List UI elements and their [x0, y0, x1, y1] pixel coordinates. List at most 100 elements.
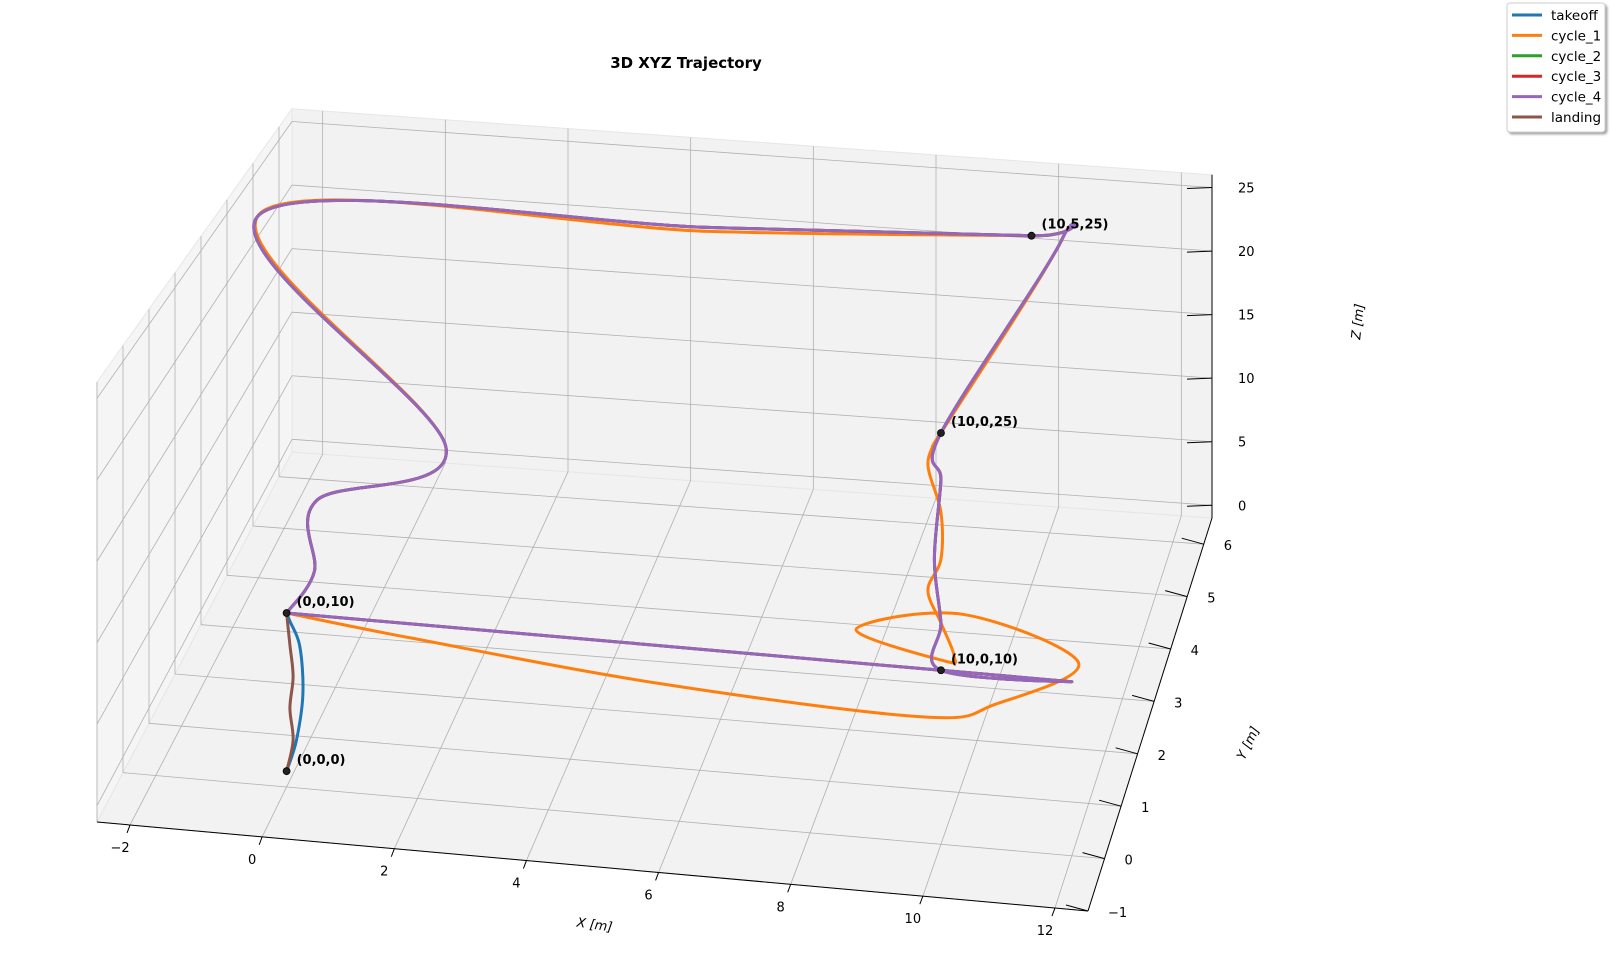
grid-line-z: [291, 184, 1213, 252]
x-tick: [258, 836, 263, 846]
legend-label: cycle_4: [1551, 90, 1601, 106]
grid-line-y: [148, 722, 1122, 807]
grid-line-z: [291, 311, 1213, 379]
y-tick-label: 6: [1224, 539, 1232, 554]
series-line-takeoff: [285, 611, 305, 773]
series-line-landing: [285, 611, 295, 773]
grid-line-x: [526, 480, 692, 861]
legend-label: landing: [1551, 110, 1601, 126]
x-tick: [1051, 907, 1056, 917]
z-tick-label: 5: [1238, 436, 1246, 451]
y-tick: [1148, 642, 1171, 650]
grid-line-x: [129, 454, 324, 826]
z-tick-label: 25: [1238, 182, 1255, 197]
legend-label: cycle_2: [1551, 49, 1601, 65]
z-tick: [1186, 187, 1213, 190]
x-tick-label: 12: [1037, 924, 1054, 939]
x-tick-label: −2: [110, 841, 129, 856]
grid-line-z: [96, 439, 293, 806]
z-tick-label: 20: [1238, 245, 1255, 260]
y-tick-label: 0: [1125, 854, 1133, 869]
grid-lines: [96, 111, 1213, 912]
y-tick-label: 3: [1174, 696, 1182, 711]
y-tick: [1065, 904, 1089, 912]
annotation-marker: [282, 767, 291, 776]
y-tick-label: −1: [1108, 906, 1127, 921]
z-axis-label: Z [m]: [1349, 303, 1368, 341]
x-tick: [919, 895, 924, 905]
grid-line-z: [96, 184, 293, 480]
y-tick-label: 1: [1141, 801, 1149, 816]
series-line-cycle_1: [253, 198, 1081, 720]
legend-label: cycle_1: [1551, 28, 1601, 44]
grid-line-z: [291, 121, 1213, 188]
x-tick-label: 8: [777, 900, 785, 915]
y-axis-label: Y [m]: [1234, 724, 1263, 762]
chart-title: 3D XYZ Trajectory: [610, 54, 762, 72]
grid-line-z: [96, 248, 293, 562]
grid-line-x: [261, 462, 446, 838]
grid-line-x: [1054, 515, 1182, 909]
x-tick-label: 10: [905, 912, 922, 927]
x-tick-label: 0: [248, 853, 256, 868]
grid-line-z: [291, 248, 1213, 316]
grid-line-x: [922, 506, 1060, 897]
grid-line-y: [278, 476, 1204, 545]
grid-line-x: [393, 471, 569, 849]
y-tick: [1115, 747, 1138, 755]
z-tick-label: 10: [1238, 372, 1255, 387]
y-tick-label: 2: [1158, 749, 1166, 764]
annotation-marker: [1027, 231, 1036, 240]
z-tick-label: 15: [1238, 309, 1255, 324]
legend: takeoff cycle_1 cycle_2 cycle_3 cycle_4landi…: [1506, 2, 1606, 133]
y-tick: [1132, 694, 1155, 702]
x-tick: [655, 872, 660, 881]
annotation-marker: [282, 609, 291, 617]
grid-line-z: [96, 311, 293, 643]
annotation-label: (10,0,10): [951, 652, 1018, 667]
grid-line-x: [790, 498, 937, 885]
grid-line-z: [291, 375, 1213, 443]
z-tick: [1186, 441, 1213, 444]
x-axis-label: X [m]: [575, 915, 614, 935]
annotation-marker: [937, 429, 945, 437]
grid-line-y: [174, 673, 1138, 755]
y-axis-line: [1087, 517, 1213, 912]
grid-line-y: [200, 624, 1155, 702]
x-tick: [522, 860, 527, 869]
y-tick: [1181, 537, 1204, 545]
z-tick: [1186, 314, 1213, 317]
z-tick-label: 0: [1238, 499, 1246, 514]
z-tick: [1186, 504, 1213, 507]
annotation-marker: [937, 666, 945, 675]
grid-line-z: [96, 121, 293, 399]
grid-line-z: [96, 375, 293, 725]
annotation-label: (0,0,10): [297, 595, 355, 610]
grid-line-x: [658, 489, 814, 873]
x-tick: [787, 884, 792, 893]
annotation-layer: (0,0,0) (0,0,10) (10,0,10) (10,0,25) (10,5,2…: [282, 218, 1109, 776]
y-tick-label: 4: [1191, 644, 1199, 659]
x-tick: [390, 848, 395, 857]
annotation-label: (0,0,0): [297, 753, 346, 768]
y-tick: [1082, 852, 1105, 860]
grid-line-y: [122, 772, 1105, 859]
y-tick: [1098, 799, 1122, 807]
z-tick: [1186, 250, 1213, 253]
annotation-label: (10,5,25): [1042, 218, 1109, 233]
back-pane: [291, 108, 1213, 519]
z-tick: [1186, 377, 1213, 380]
grid-line-y: [226, 574, 1171, 650]
grid-line-y: [252, 525, 1188, 597]
legend-label: takeoff: [1551, 8, 1598, 24]
y-tick-label: 5: [1207, 592, 1215, 607]
annotation-label: (10,0,25): [951, 415, 1018, 430]
legend-label: cycle_3: [1551, 69, 1601, 85]
y-tick: [1165, 590, 1188, 598]
x-tick-label: 6: [644, 888, 652, 903]
x-tick-label: 2: [380, 865, 388, 880]
x-tick-label: 4: [512, 877, 520, 892]
